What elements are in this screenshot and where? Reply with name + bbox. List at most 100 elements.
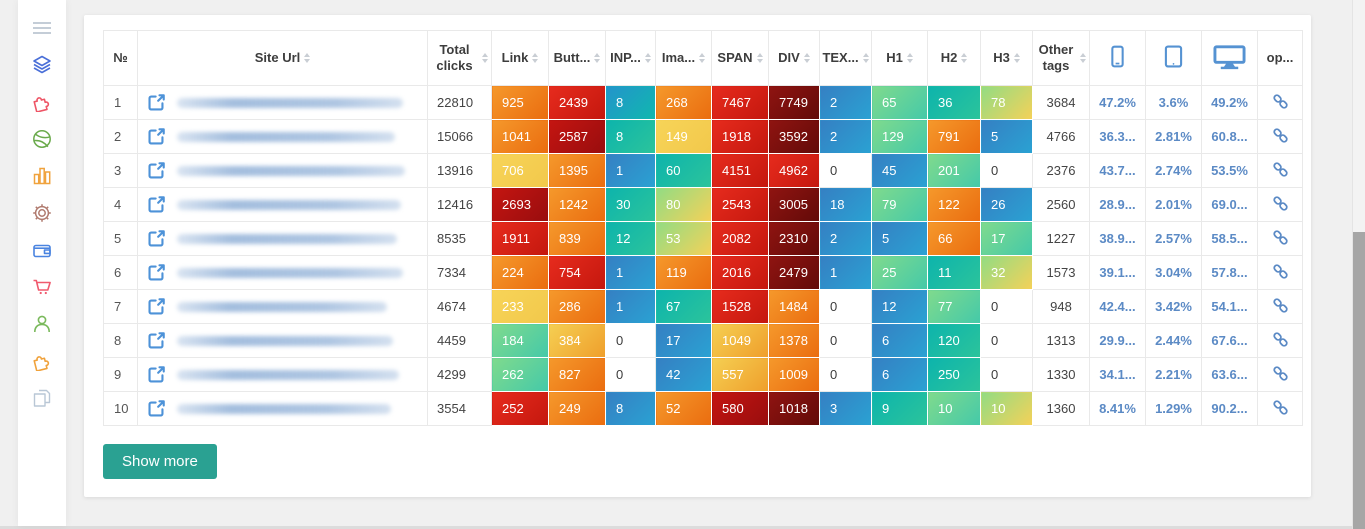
link-chain-icon[interactable] (1272, 399, 1289, 416)
row-number: 2 (103, 119, 138, 154)
col-header-total-clicks[interactable]: Total clicks (427, 30, 492, 86)
external-link-icon[interactable] (148, 196, 165, 213)
sort-icon[interactable] (803, 53, 810, 63)
heat-cell: 18 (819, 187, 872, 222)
heat-cell: 129 (871, 119, 928, 154)
options-cell (1257, 119, 1303, 154)
external-link-icon[interactable] (148, 332, 165, 349)
col-header-span[interactable]: SPAN (711, 30, 769, 86)
layers-icon[interactable] (30, 55, 54, 75)
col-header-image[interactable]: Ima... (655, 30, 712, 86)
col-header-desktop[interactable] (1201, 30, 1258, 86)
desktop-share-cell: 90.2... (1201, 391, 1258, 426)
external-link-icon[interactable] (148, 162, 165, 179)
show-more-button[interactable]: Show more (103, 444, 217, 479)
sort-icon[interactable] (699, 53, 706, 63)
col-header-other-tags[interactable]: Other tags (1032, 30, 1090, 86)
desktop-share-cell: 58.5... (1201, 221, 1258, 256)
heat-cell: 233 (491, 289, 549, 324)
col-header-link[interactable]: Link (491, 30, 549, 86)
table-row: 5 8535 1911 839 12 53 2082 2310 2 5 66 1… (103, 221, 1303, 256)
external-link-icon[interactable] (148, 94, 165, 111)
sort-icon[interactable] (862, 53, 869, 63)
heat-cell: 36 (927, 85, 981, 120)
sort-icon[interactable] (594, 53, 601, 63)
col-header-mobile[interactable] (1089, 30, 1146, 86)
heat-cell: 580 (711, 391, 769, 426)
external-link-icon[interactable] (148, 264, 165, 281)
link-chain-icon[interactable] (1272, 297, 1289, 314)
site-url-cell (137, 119, 428, 154)
col-header-div[interactable]: DIV (768, 30, 820, 86)
total-clicks-cell: 8535 (427, 221, 492, 256)
total-clicks-cell: 22810 (427, 85, 492, 120)
options-cell (1257, 357, 1303, 392)
external-link-icon[interactable] (148, 298, 165, 315)
sidebar (18, 0, 66, 526)
sort-icon[interactable] (304, 53, 311, 63)
options-cell (1257, 153, 1303, 188)
col-header-text[interactable]: TEX... (819, 30, 872, 86)
col-header-site-url[interactable]: Site Url (137, 30, 428, 86)
sort-icon[interactable] (1013, 53, 1020, 63)
col-header-button[interactable]: Butt... (548, 30, 606, 86)
puzzle-icon[interactable] (30, 92, 54, 112)
sort-icon[interactable] (756, 53, 763, 63)
heat-cell: 77 (927, 289, 981, 324)
external-link-icon[interactable] (148, 230, 165, 247)
external-link-icon[interactable] (148, 366, 165, 383)
heat-cell: 67 (655, 289, 712, 324)
options-cell (1257, 187, 1303, 222)
gear-icon[interactable] (30, 203, 54, 223)
other-tags-cell: 1573 (1032, 255, 1090, 290)
bar-chart-icon[interactable] (30, 166, 54, 186)
blurred-site-url (177, 369, 399, 380)
site-url-cell (137, 85, 428, 120)
col-header-h1[interactable]: H1 (871, 30, 928, 86)
row-number: 9 (103, 357, 138, 392)
sort-icon[interactable] (961, 53, 968, 63)
heat-cell: 1009 (768, 357, 820, 392)
sort-icon[interactable] (532, 53, 539, 63)
user-icon[interactable] (30, 314, 54, 334)
link-chain-icon[interactable] (1272, 127, 1289, 144)
col-header-h2[interactable]: H2 (927, 30, 981, 86)
heat-cell: 2479 (768, 255, 820, 290)
heat-cell: 1242 (548, 187, 606, 222)
puzzle-2-icon[interactable] (30, 351, 54, 371)
total-clicks-cell: 4674 (427, 289, 492, 324)
external-link-icon[interactable] (148, 400, 165, 417)
link-chain-icon[interactable] (1272, 331, 1289, 348)
desktop-share-cell: 53.5% (1201, 153, 1258, 188)
dribbble-icon[interactable] (30, 129, 54, 149)
heat-cell: 122 (927, 187, 981, 222)
sort-icon[interactable] (644, 53, 651, 63)
heat-cell: 65 (871, 85, 928, 120)
sort-icon[interactable] (482, 53, 488, 63)
page-scrollbar-track[interactable] (1352, 0, 1365, 529)
link-chain-icon[interactable] (1272, 229, 1289, 246)
site-url-cell (137, 323, 428, 358)
link-chain-icon[interactable] (1272, 195, 1289, 212)
col-header-tablet[interactable] (1145, 30, 1202, 86)
page-scrollbar-thumb[interactable] (1353, 232, 1365, 529)
link-chain-icon[interactable] (1272, 93, 1289, 110)
link-chain-icon[interactable] (1272, 161, 1289, 178)
heat-cell: 252 (491, 391, 549, 426)
col-header-input[interactable]: INP... (605, 30, 656, 86)
sort-icon[interactable] (1080, 53, 1086, 63)
cart-icon[interactable] (30, 277, 54, 297)
wallet-icon[interactable] (30, 240, 54, 260)
heat-cell: 6 (871, 323, 928, 358)
external-link-icon[interactable] (148, 128, 165, 145)
link-chain-icon[interactable] (1272, 263, 1289, 280)
copy-icon[interactable] (30, 388, 54, 408)
table-header-row: № Site Url Total clicks Link Butt... INP… (103, 30, 1303, 86)
heat-cell: 10 (980, 391, 1033, 426)
heat-cell: 45 (871, 153, 928, 188)
link-chain-icon[interactable] (1272, 365, 1289, 382)
sort-icon[interactable] (906, 53, 913, 63)
col-header-h3[interactable]: H3 (980, 30, 1033, 86)
menu-icon[interactable] (30, 18, 54, 38)
tablet-share-cell: 2.21% (1145, 357, 1202, 392)
